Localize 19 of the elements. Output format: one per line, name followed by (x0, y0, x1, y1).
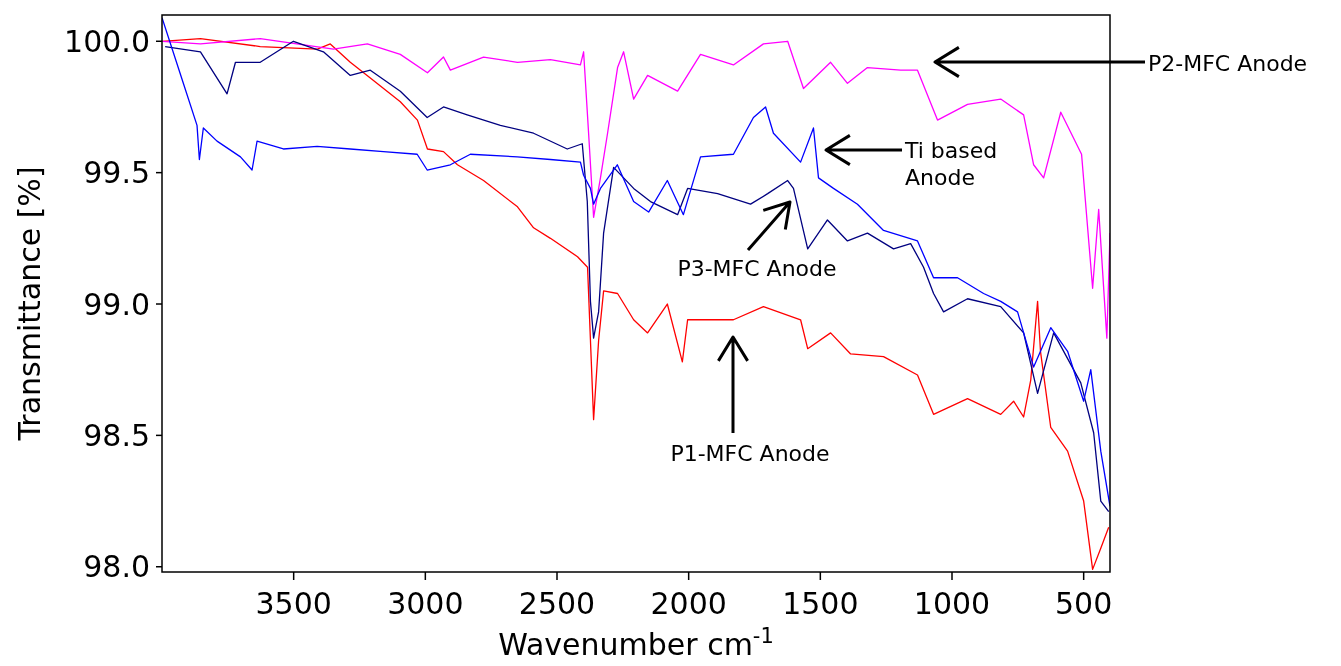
x-axis-title: Wavenumber cm$^{-1}$ (498, 624, 774, 662)
y-tick-label: 98.0 (83, 549, 150, 585)
x-tick-label: 2000 (650, 586, 727, 621)
annotation: P3-MFC Anode (677, 255, 837, 281)
text: P2-MFC Anode (1148, 50, 1308, 76)
x-tick-label: 2500 (518, 586, 596, 621)
line-series (162, 38, 1110, 339)
x-tick-label: 1500 (782, 586, 859, 621)
annotation: P1-MFC Anode (670, 440, 830, 466)
y-tick-label: 99.5 (83, 155, 150, 191)
y-axis-title: Transmittance [%] (12, 166, 47, 442)
y-tick-label: 99.0 (83, 286, 150, 322)
x-tick-label: 3500 (255, 586, 332, 621)
annotation: Ti based Anode (904, 137, 998, 191)
x-tick-label: 500 (1055, 586, 1113, 621)
y-tick-label: 100.0 (64, 23, 150, 59)
x-tick-label: 3000 (387, 586, 464, 621)
y-tick-label: 98.5 (83, 417, 150, 453)
x-tick-label: 1000 (913, 586, 991, 621)
